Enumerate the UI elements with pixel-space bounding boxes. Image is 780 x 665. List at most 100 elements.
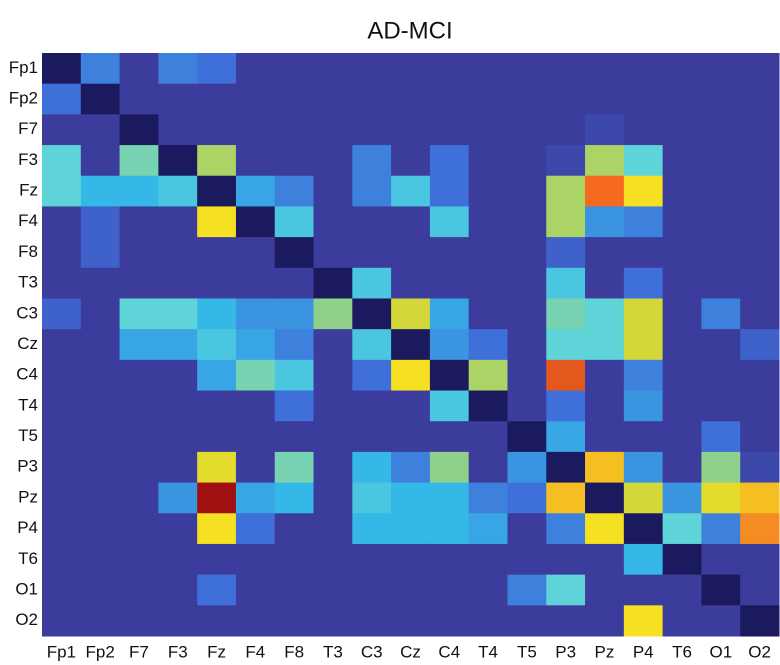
heatmap-cell (158, 605, 198, 637)
heatmap-cell (391, 53, 431, 85)
heatmap-cell (429, 267, 470, 299)
heatmap-cell (197, 175, 237, 207)
heatmap-cell (119, 574, 159, 606)
x-tick-label: P4 (633, 642, 654, 661)
heatmap-cell (740, 513, 780, 545)
heatmap-cell (662, 482, 702, 514)
heatmap-cell (119, 145, 159, 177)
heatmap-cell (274, 543, 315, 576)
heatmap-cell (740, 605, 780, 637)
heatmap-cell (468, 175, 508, 207)
heatmap-cell (546, 267, 586, 299)
heatmap-cell (235, 53, 276, 85)
heatmap-cell (42, 329, 82, 361)
heatmap-cell (468, 543, 508, 576)
x-tick-label: T3 (323, 642, 343, 661)
heatmap-cell (197, 298, 237, 330)
heatmap-cell (546, 543, 586, 576)
heatmap-cell (585, 359, 625, 392)
heatmap-cell (42, 114, 82, 146)
heatmap-cell (623, 543, 664, 576)
heatmap-cell (352, 421, 392, 453)
heatmap-cell (662, 451, 702, 484)
heatmap-cell (623, 237, 664, 269)
heatmap-cell (313, 390, 353, 422)
heatmap-cell (313, 421, 353, 453)
heatmap-cell (429, 451, 470, 484)
heatmap-cell (740, 574, 780, 606)
heatmap-cell (623, 329, 664, 361)
heatmap-cell (507, 421, 547, 453)
heatmap-cell (274, 298, 315, 330)
heatmap-cell (119, 298, 159, 330)
heatmap-cell (701, 53, 741, 85)
heatmap-cell (274, 175, 315, 207)
heatmap-cell (740, 421, 780, 453)
heatmap-cell (352, 237, 392, 269)
heatmap-cell (507, 390, 547, 422)
heatmap-cell (313, 175, 353, 207)
y-tick-label: C3 (16, 303, 38, 322)
y-tick-label: P3 (17, 457, 38, 476)
y-tick-label: F4 (18, 211, 38, 230)
heatmap-cell (352, 206, 392, 238)
heatmap-cell (662, 175, 702, 207)
heatmap-cell (546, 329, 586, 361)
x-tick-label: F8 (284, 642, 304, 661)
heatmap-cell (507, 53, 547, 85)
y-tick-label: T5 (18, 426, 38, 445)
heatmap-cell (197, 359, 237, 392)
heatmap-cell (391, 451, 431, 484)
heatmap-cell (197, 513, 237, 545)
heatmap-cell (468, 206, 508, 238)
heatmap-cell (391, 267, 431, 299)
heatmap-cell (158, 421, 198, 453)
heatmap-cell (235, 237, 276, 269)
heatmap-cell (352, 145, 392, 177)
chart-title: AD-MCI (367, 17, 452, 44)
heatmap-cell (197, 543, 237, 576)
heatmap-cell (468, 298, 508, 330)
heatmap-cell (391, 145, 431, 177)
x-tick-label: Fp2 (86, 642, 115, 661)
heatmap-cell (80, 53, 121, 85)
heatmap-cell (158, 53, 198, 85)
heatmap-cell (623, 267, 664, 299)
heatmap-cell (235, 329, 276, 361)
heatmap-cell (119, 421, 159, 453)
heatmap-cell (507, 359, 547, 392)
heatmap-cell (740, 206, 780, 238)
heatmap-cell (313, 574, 353, 606)
heatmap-cell (546, 237, 586, 269)
heatmap-cell (42, 513, 82, 545)
heatmap-cell (623, 53, 664, 85)
heatmap-cell (429, 359, 470, 392)
heatmap-cell (740, 482, 780, 514)
heatmap-cell (352, 329, 392, 361)
heatmap-cell (42, 390, 82, 422)
heatmap-cell (507, 114, 547, 146)
heatmap-cell (623, 513, 664, 545)
heatmap-cell (158, 206, 198, 238)
heatmap-cell (158, 83, 198, 115)
heatmap-cell (701, 206, 741, 238)
heatmap-cell (740, 329, 780, 361)
heatmap-cell (197, 206, 237, 238)
heatmap-cell (313, 53, 353, 85)
heatmap-cell (623, 390, 664, 422)
heatmap-cell (623, 451, 664, 484)
heatmap-cell (119, 482, 159, 514)
heatmap-cell (235, 114, 276, 146)
heatmap-cell (585, 114, 625, 146)
heatmap-cell (662, 114, 702, 146)
heatmap-cell (585, 329, 625, 361)
heatmap-cell (585, 237, 625, 269)
heatmap-cell (352, 267, 392, 299)
heatmap-cell (585, 53, 625, 85)
heatmap-cell (507, 329, 547, 361)
heatmap-cell (197, 390, 237, 422)
heatmap-cell (42, 605, 82, 637)
heatmap-cell (42, 451, 82, 484)
heatmap-cell (158, 390, 198, 422)
heatmap-cell (585, 206, 625, 238)
